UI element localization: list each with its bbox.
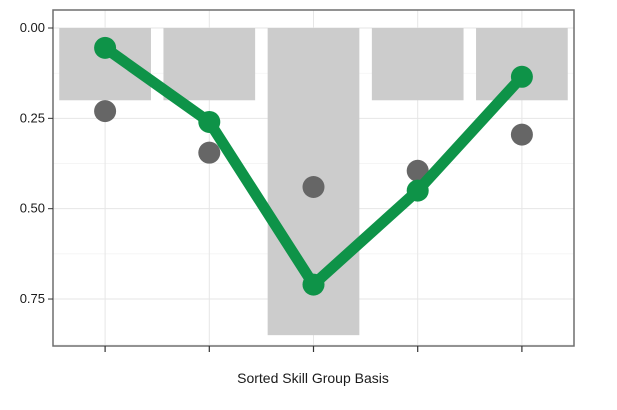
data-point: [510, 123, 533, 146]
x-axis-title: Sorted Skill Group Basis: [237, 370, 389, 386]
bar: [371, 28, 464, 101]
x-axis: [104, 346, 523, 352]
line-point: [94, 36, 117, 59]
line-point: [198, 110, 221, 133]
line-point: [510, 65, 533, 88]
line-point: [406, 179, 429, 202]
data-point: [302, 176, 325, 198]
data-point: [406, 159, 429, 182]
y-tick-label: 0.00: [20, 20, 45, 35]
data-point: [198, 141, 221, 164]
data-point: [94, 100, 117, 123]
line-point: [302, 273, 325, 296]
points: [94, 100, 533, 198]
bars: [59, 28, 568, 336]
y-axis: 0.00 0.25 0.50 0.75: [20, 20, 53, 306]
y-tick-label: 0.75: [20, 291, 45, 306]
bar: [476, 28, 568, 101]
y-tick-label: 0.50: [20, 201, 45, 216]
y-tick-label: 0.25: [20, 110, 45, 125]
line-series: [94, 36, 533, 296]
bar: [163, 28, 256, 101]
